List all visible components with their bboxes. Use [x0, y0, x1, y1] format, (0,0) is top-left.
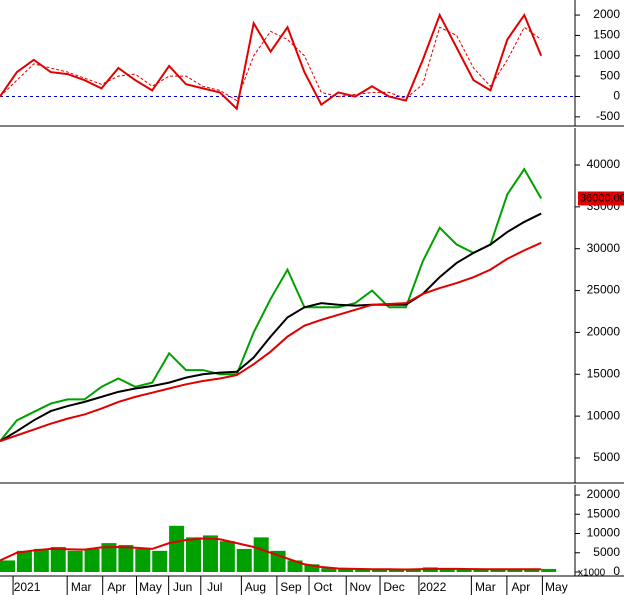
x-tick-label: Oct — [314, 580, 333, 594]
volume-bar — [0, 560, 15, 572]
volume-bar — [304, 564, 320, 572]
volume-bar — [355, 569, 371, 572]
last-price-label: 36000.00 — [580, 192, 624, 204]
volume-bar — [50, 546, 66, 572]
volume-bar — [33, 548, 49, 572]
series-line — [0, 241, 542, 443]
volume-bar — [135, 548, 151, 572]
x-tick-label: Apr — [512, 580, 531, 594]
volume-bar — [253, 537, 269, 572]
volume-bar — [202, 535, 218, 572]
volume-bar — [507, 568, 523, 572]
volume-bar — [236, 548, 252, 572]
unit-label: x1000 — [578, 568, 606, 579]
series-line — [0, 167, 543, 442]
volume-bar — [541, 568, 557, 572]
x-tick-label: Apr — [107, 580, 126, 594]
y-tick-label: 1000 — [593, 48, 620, 62]
y-tick-label: 5000 — [593, 545, 620, 559]
x-tick-label: Aug — [245, 580, 266, 594]
volume-bar — [101, 543, 117, 572]
y-tick-label: 0 — [613, 89, 620, 103]
y-tick-label: 20000 — [587, 487, 621, 501]
volume-bar — [405, 569, 421, 572]
y-tick-label: 40000 — [587, 157, 621, 171]
series-line — [0, 12, 543, 111]
y-tick-label: 20000 — [587, 325, 621, 339]
x-tick-label: Nov — [350, 580, 371, 594]
series-line — [0, 537, 542, 571]
volume-bar — [16, 550, 32, 572]
y-tick-label: -500 — [596, 109, 620, 123]
volume-bar — [321, 568, 337, 572]
volume-bar — [338, 568, 354, 572]
y-tick-label: 2000 — [593, 7, 620, 21]
x-tick-label: Sep — [280, 580, 302, 594]
y-tick-label: 5000 — [593, 450, 620, 464]
volume-bar — [372, 568, 388, 572]
x-tick-label: Mar — [71, 580, 92, 594]
x-tick-label: May — [545, 580, 568, 594]
y-tick-label: 0 — [613, 564, 620, 578]
volume-bar — [287, 560, 303, 572]
volume-bar — [473, 569, 489, 572]
x-tick-label: Jun — [173, 580, 192, 594]
volume-bar — [84, 548, 100, 572]
x-tick-label: May — [139, 580, 162, 594]
y-tick-label: 500 — [600, 68, 620, 82]
volume-bar — [439, 568, 455, 572]
volume-bar — [388, 569, 404, 572]
volume-bar — [118, 545, 134, 572]
series-line — [0, 26, 542, 102]
volume-bar — [67, 550, 83, 572]
x-tick-label: 2022 — [420, 580, 447, 594]
y-tick-label: 30000 — [587, 241, 621, 255]
volume-bar — [490, 569, 506, 572]
volume-bar — [456, 568, 472, 572]
y-tick-label: 10000 — [587, 408, 621, 422]
x-tick-label: Dec — [383, 580, 404, 594]
last-price-tag — [578, 191, 624, 206]
y-tick-label: 1500 — [593, 28, 620, 42]
volume-bar — [524, 569, 540, 572]
y-tick-label: 15000 — [587, 506, 621, 520]
volume-bar — [169, 525, 185, 572]
y-tick-label: 10000 — [587, 526, 621, 540]
y-tick-label: 25000 — [587, 283, 621, 297]
y-tick-label: 15000 — [587, 366, 621, 380]
x-tick-label: Jul — [207, 580, 222, 594]
volume-bar — [186, 537, 202, 572]
volume-bar — [219, 541, 235, 572]
x-tick-label: 2021 — [14, 580, 41, 594]
series-line — [0, 212, 542, 443]
x-tick-label: Mar — [475, 580, 496, 594]
volume-bar — [152, 550, 168, 572]
